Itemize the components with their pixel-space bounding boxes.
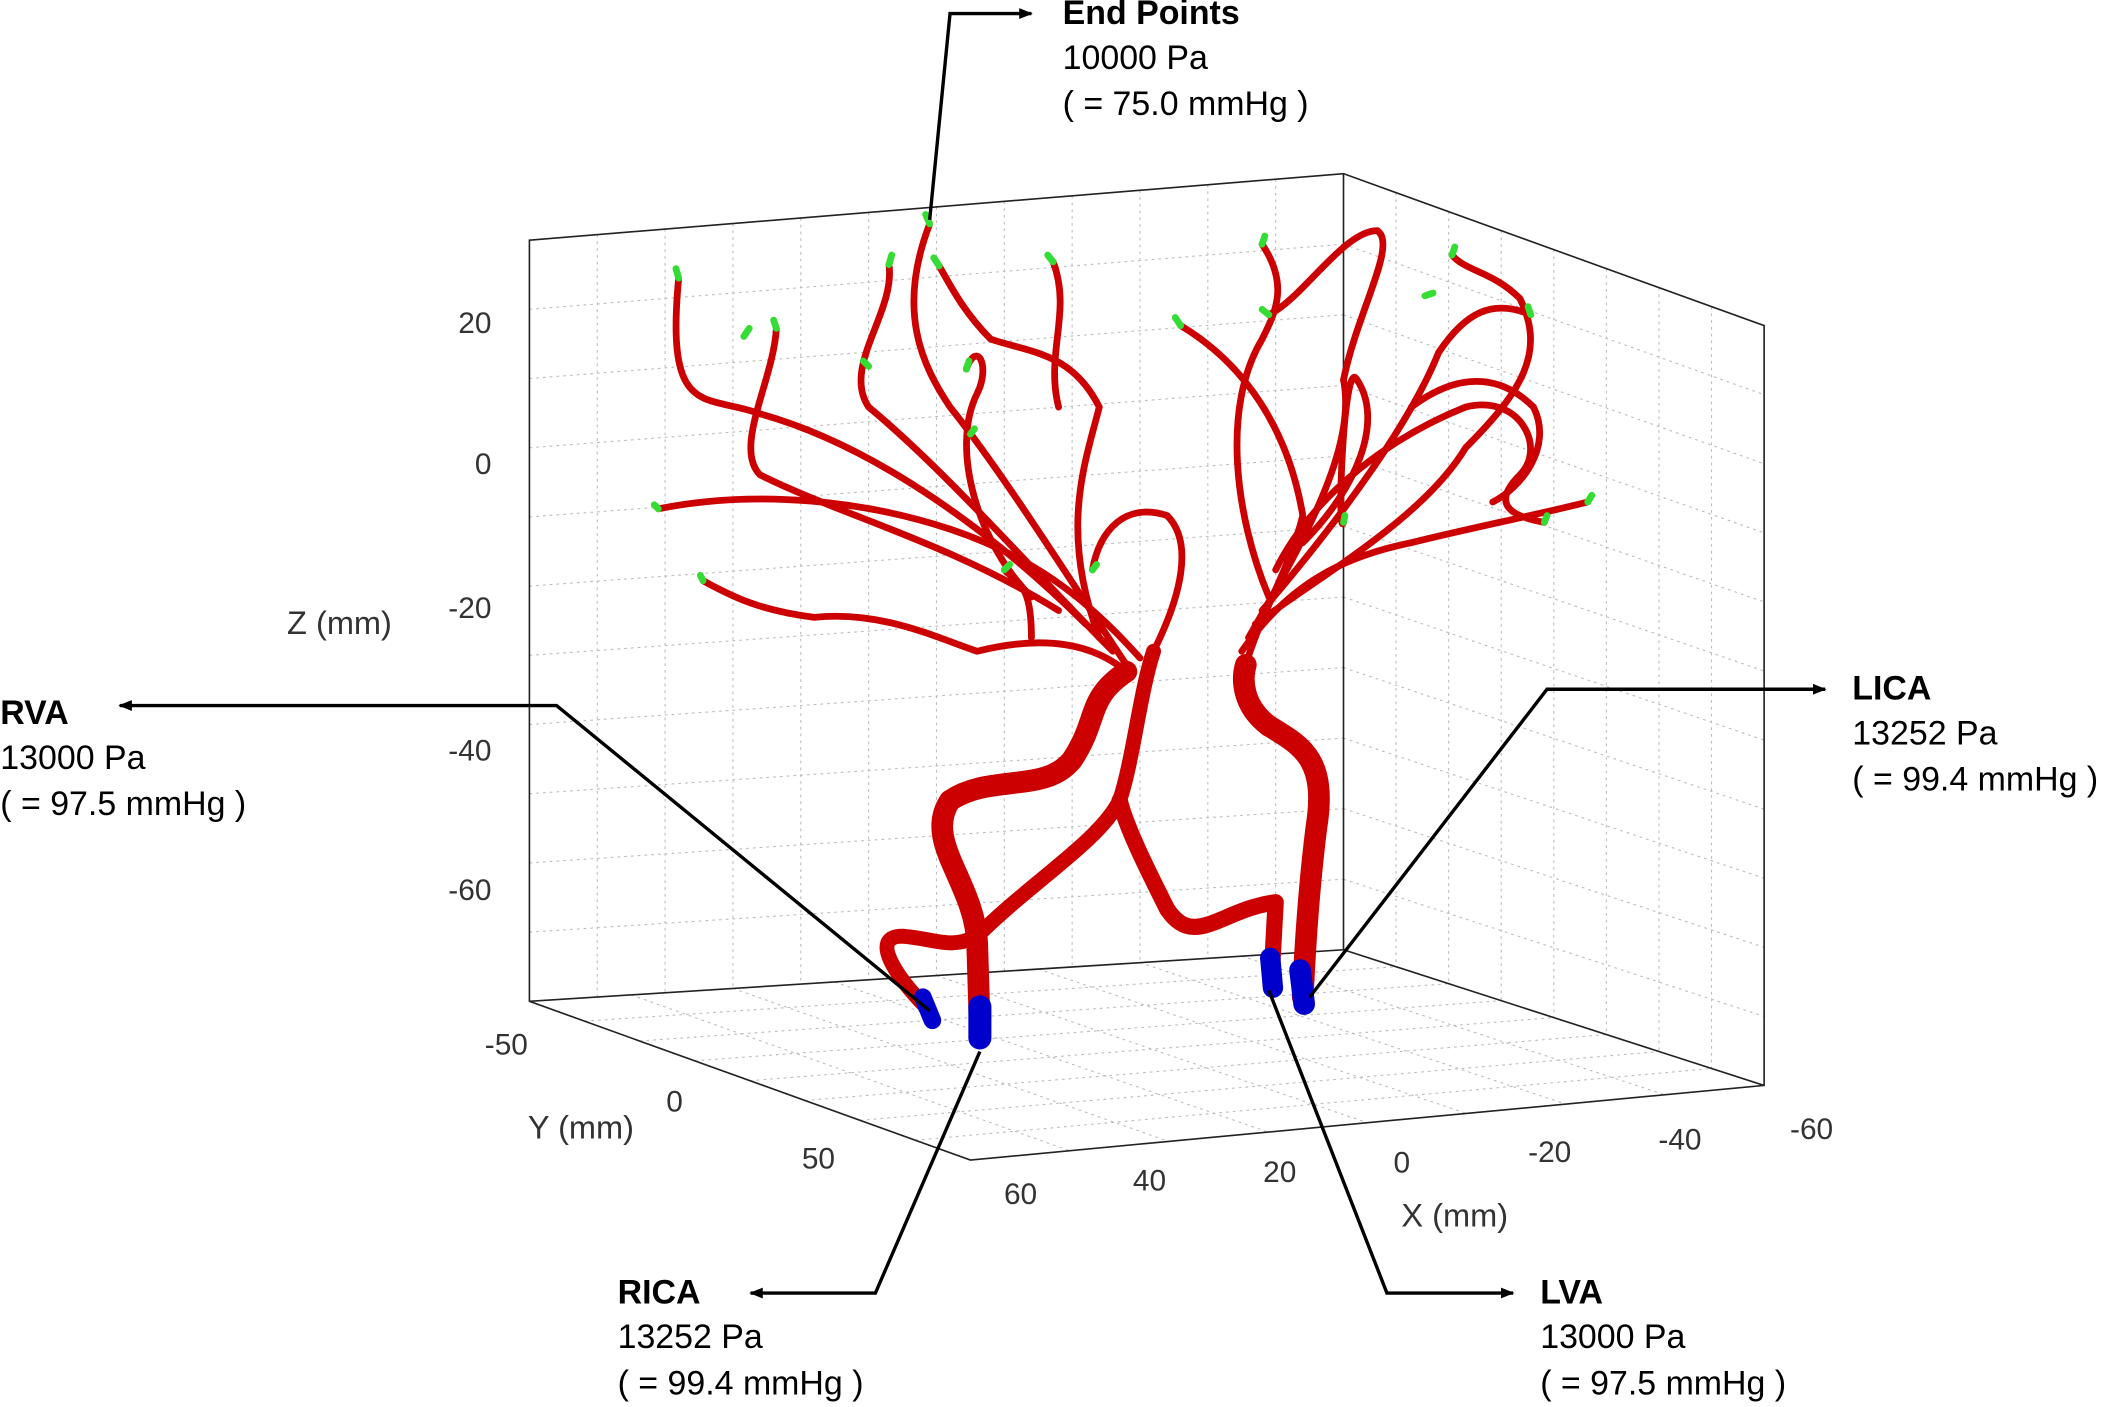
x-tick-label: 60	[1004, 1178, 1037, 1211]
annotation-name: RVA	[0, 694, 68, 732]
grid-line	[694, 1000, 1502, 1062]
annotation-pressure: 13252 Pa	[618, 1318, 763, 1356]
grid-line	[1038, 968, 1467, 1114]
annotation-pressure: 13252 Pa	[1852, 714, 1997, 752]
grid-line	[529, 384, 1344, 449]
end-point-tips	[650, 210, 1596, 585]
branches	[654, 220, 1592, 676]
annotation-name: LVA	[1540, 1273, 1603, 1311]
arrow	[1267, 989, 1515, 1299]
branch	[1049, 258, 1064, 411]
y-tick-label: -50	[485, 1029, 528, 1062]
annotation-mmhg: ( = 97.5 mmHg )	[0, 785, 246, 823]
grid	[529, 179, 1765, 1152]
z-tick-label: 20	[458, 307, 491, 340]
grid-line	[749, 1017, 1554, 1082]
grid-line	[529, 878, 1344, 933]
grid-line	[1343, 525, 1765, 672]
grid-line	[732, 987, 1169, 1142]
grid-line	[630, 994, 1070, 1152]
grid-line	[529, 525, 1344, 587]
branch	[1233, 240, 1282, 601]
annotation-lines	[118, 8, 1827, 1299]
lva-inlet	[1260, 947, 1284, 998]
branch	[1258, 304, 1535, 614]
x-axis-label: X (mm)	[1401, 1198, 1508, 1234]
z-tick-label: -20	[448, 592, 491, 625]
annotation-pressure: 13000 Pa	[1540, 1318, 1685, 1356]
y-axis-label: Y (mm)	[528, 1109, 634, 1145]
arrow	[1308, 683, 1827, 999]
branch	[910, 220, 1130, 669]
arrow	[927, 8, 1033, 220]
x-tick-label: 40	[1133, 1164, 1166, 1197]
x-tick-label: -20	[1528, 1136, 1571, 1169]
annotation-name: End Points	[1063, 0, 1240, 32]
x-tick-label: 20	[1263, 1156, 1296, 1189]
x-tick-label: 0	[1394, 1147, 1411, 1180]
grid-line	[529, 314, 1344, 380]
grid-line	[936, 975, 1368, 1124]
z-axis-label: Z (mm)	[287, 605, 392, 641]
lica-inlet	[1289, 959, 1316, 1015]
z-tick-label: -40	[448, 734, 491, 767]
box-inner	[529, 173, 1765, 1087]
grid-line	[529, 596, 1344, 656]
grid-line	[1139, 962, 1566, 1105]
z-tick-label: -60	[448, 874, 491, 907]
x-tick-label: -40	[1658, 1124, 1701, 1157]
vessels	[650, 210, 1596, 1050]
grid-line	[529, 667, 1344, 726]
annotation-mmhg: ( = 97.5 mmHg )	[1540, 1364, 1786, 1402]
rva-vessel	[879, 643, 1162, 1019]
annotation-pressure: 10000 Pa	[1063, 39, 1208, 77]
branch	[747, 324, 1062, 614]
y-tick-label: 0	[666, 1086, 683, 1119]
grid-line	[1343, 878, 1765, 1017]
arrow	[749, 1050, 982, 1299]
annotation-name: RICA	[618, 1273, 701, 1311]
rica-vessel	[931, 660, 1138, 1043]
branch	[1000, 566, 1035, 642]
grid-line	[529, 737, 1344, 795]
annotation-mmhg: ( = 99.4 mmHg )	[618, 1364, 864, 1402]
branch	[1299, 373, 1372, 547]
y-tick-label: 50	[802, 1143, 835, 1176]
lica-vessel	[1233, 653, 1330, 1009]
lva-vessel	[1111, 792, 1284, 986]
branch	[672, 274, 1090, 628]
branch	[1407, 377, 1543, 506]
annotation-name: LICA	[1852, 670, 1931, 708]
annotation-mmhg: ( = 75.0 mmHg )	[1063, 85, 1309, 123]
x-tick-label: -60	[1790, 1113, 1833, 1146]
branch	[935, 262, 1103, 642]
grid-line	[804, 1034, 1607, 1102]
annotation-pressure: 13000 Pa	[0, 739, 145, 777]
arrow	[118, 700, 931, 1013]
grid-line	[915, 1067, 1712, 1141]
branch	[699, 577, 1130, 676]
grid-line	[639, 983, 1449, 1042]
annotation-mmhg: ( = 99.4 mmHg )	[1852, 761, 2098, 799]
grid-line	[529, 243, 1344, 310]
branch	[1089, 508, 1186, 655]
tips	[650, 210, 1596, 585]
grid-line	[1343, 808, 1765, 948]
grid-line	[834, 981, 1269, 1133]
grid-line	[860, 1050, 1660, 1121]
z-tick-label: 0	[475, 448, 492, 481]
branch	[962, 352, 1035, 601]
